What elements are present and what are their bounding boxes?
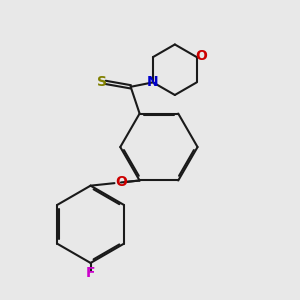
Text: S: S <box>97 75 107 89</box>
Text: N: N <box>147 75 159 89</box>
Text: O: O <box>115 176 127 190</box>
Text: O: O <box>195 49 207 63</box>
Text: F: F <box>86 266 95 280</box>
